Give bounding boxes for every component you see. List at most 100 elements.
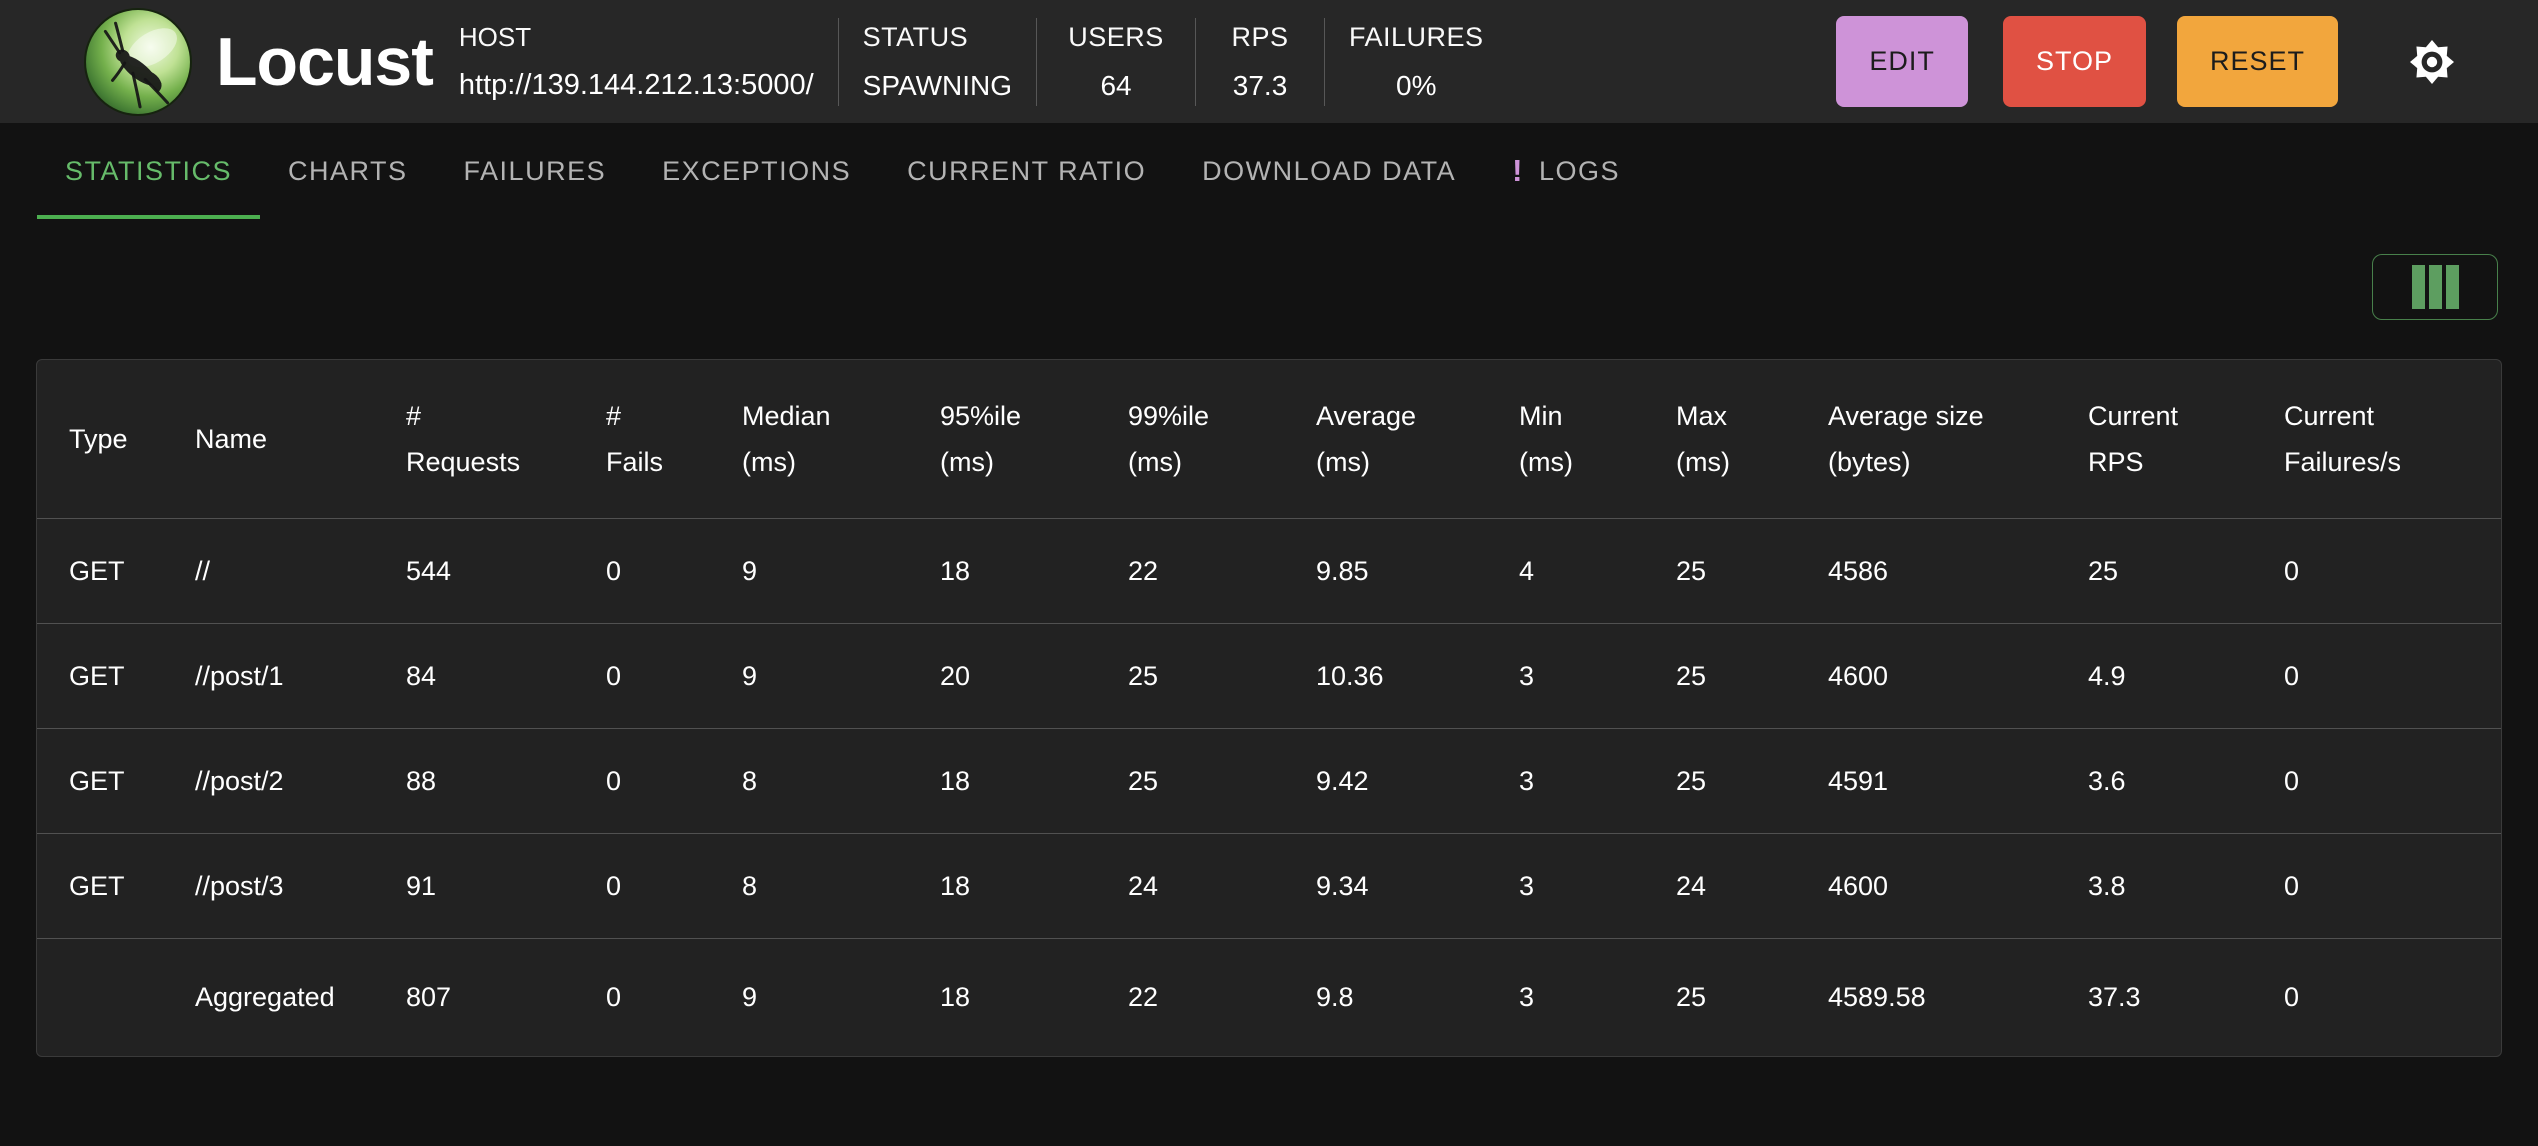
cell-p95: 18 [940,982,971,1012]
column-header-p95[interactable]: 95%ile (ms) [940,360,1128,519]
cell-fails: 0 [606,982,622,1012]
cell-max: 25 [1676,728,1828,834]
divider [837,17,839,106]
appbar: Locust HOST http://139.144.212.13:5000/ … [0,0,2538,123]
failures-label: FAILURES [1349,21,1484,52]
cell-current_rps: 4.9 [2088,623,2284,729]
cell-avg_size: 4591 [1828,728,2088,834]
rps-value: 37.3 [1232,69,1288,101]
cell-median: 9 [742,623,940,729]
aggregated-row[interactable]: Aggregated 807 0 9 18 22 9.8 3 25 4589.58 37.3 0 [37,939,2501,1057]
tab-current-ratio[interactable]: CURRENT RATIO [879,123,1174,219]
stats-table-body: GET//544 0 9 18 22 9.85 4 25 4586 25 0 GET//post/1 8… [37,518,2501,1057]
column-header-current_rps[interactable]: Current RPS [2088,360,2284,519]
cell-fails: 0 [606,623,742,729]
column-header-max[interactable]: Max (ms) [1676,360,1828,519]
cell-name: //post/1 [195,623,406,729]
tab-label: CURRENT RATIO [907,155,1147,186]
column-header-name[interactable]: Name [195,360,406,519]
cell-current_failures: 0 [2284,728,2501,834]
tab-failures[interactable]: FAILURES [436,123,635,219]
tab-download-data[interactable]: DOWNLOAD DATA [1174,123,1484,219]
table-row[interactable]: GET//post/3 91 0 8 18 24 9.34 3 24 4600 3.8 0 [37,833,2501,939]
columns-icon [2411,265,2459,309]
cell-average: 9.42 [1316,728,1519,834]
table-row[interactable]: GET//544 0 9 18 22 9.85 4 25 4586 25 0 [37,518,2501,624]
cell-max: 25 [1676,623,1828,729]
status-label: STATUS [862,21,969,52]
cell-avg_size: 4589.58 [1828,982,1926,1012]
edit-button[interactable]: EDIT [1836,16,1968,107]
users-count: 64 [1100,69,1132,101]
cell-fails: 0 [606,518,742,624]
tab-charts[interactable]: CHARTS [260,123,436,219]
cell-type: GET [37,518,195,624]
divider [1036,17,1038,106]
tab-label: DOWNLOAD DATA [1202,155,1457,186]
cell-max: 24 [1676,833,1828,939]
cell-type: GET [37,728,195,834]
cell-name: //post/3 [195,833,406,939]
cell-p99: 24 [1128,833,1316,939]
theme-toggle-button[interactable] [2408,38,2456,86]
cell-average: 9.85 [1316,518,1519,624]
cell-fails: 0 [606,728,742,834]
cell-median: 9 [742,518,940,624]
locust-logo-icon [84,7,192,116]
column-header-avg_size[interactable]: Average size (bytes) [1828,360,2088,519]
host-url: http://139.144.212.13:5000/ [458,68,814,101]
column-header-current_failures[interactable]: Current Failures/s [2284,360,2501,519]
users-block: USERS 64 [1061,22,1171,102]
stats-table: Type Name # Requests # Fails Median (ms) 95%ile(… [37,360,2501,1057]
rps-block: RPS 37.3 [1220,22,1300,102]
cell-avg_size: 4586 [1828,518,2088,624]
table-header-row: Type Name # Requests # Fails Median (ms) 95%ile(… [37,360,2501,519]
reset-button[interactable]: RESET [2176,16,2338,107]
column-header-type[interactable]: Type [37,360,195,519]
cell-requests: 807 [406,982,452,1012]
column-header-p99[interactable]: 99%ile (ms) [1128,360,1316,519]
divider [1324,17,1326,106]
cell-median: 9 [742,982,758,1012]
cell-average: 9.34 [1316,833,1519,939]
logs-alert-icon: ! [1512,153,1524,188]
cell-max: 25 [1676,982,1707,1012]
cell-type: GET [37,623,195,729]
table-row[interactable]: GET//post/2 88 0 8 18 25 9.42 3 25 4591 3.6 0 [37,728,2501,834]
column-selector-button[interactable] [2372,254,2498,320]
cell-current_rps: 3.6 [2088,728,2284,834]
cell-p95: 18 [940,518,1128,624]
tab-label: FAILURES [463,155,607,186]
cell-p99: 25 [1128,623,1316,729]
cell-requests: 544 [406,518,606,624]
cell-p99: 22 [1128,518,1316,624]
rps-label: RPS [1231,21,1289,52]
tab-statistics[interactable]: STATISTICS [37,123,261,219]
cell-name: //post/2 [195,728,406,834]
stop-button[interactable]: STOP [2002,16,2146,107]
cell-requests: 88 [406,728,606,834]
cell-median: 8 [742,833,940,939]
tab-logs[interactable]: ! LOGS [1484,123,1648,219]
column-header-median[interactable]: Median (ms) [742,360,940,519]
column-header-min[interactable]: Min (ms) [1519,360,1676,519]
users-label: USERS [1068,21,1164,52]
tab-label: EXCEPTIONS [662,155,852,186]
cell-min: 3 [1519,728,1676,834]
status-block: STATUS SPAWNING [863,22,1012,102]
cell-p95: 18 [940,728,1128,834]
cell-p95: 20 [940,623,1128,729]
column-header-fails[interactable]: # Fails [606,360,742,519]
cell-current_failures: 0 [2284,518,2501,624]
column-header-average[interactable]: Average (ms) [1316,360,1519,519]
table-row[interactable]: GET//post/1 84 0 9 20 25 10.36 3 25 4600 4.9 0 [37,623,2501,729]
cell-min: 3 [1519,623,1676,729]
cell-min: 3 [1519,982,1535,1012]
cell-current_rps: 37.3 [2088,982,2141,1012]
cell-average: 9.8 [1316,982,1354,1012]
cell-average: 10.36 [1316,623,1519,729]
tab-exceptions[interactable]: EXCEPTIONS [634,123,879,219]
cell-min: 3 [1519,833,1676,939]
column-header-requests[interactable]: # Requests [406,360,606,519]
